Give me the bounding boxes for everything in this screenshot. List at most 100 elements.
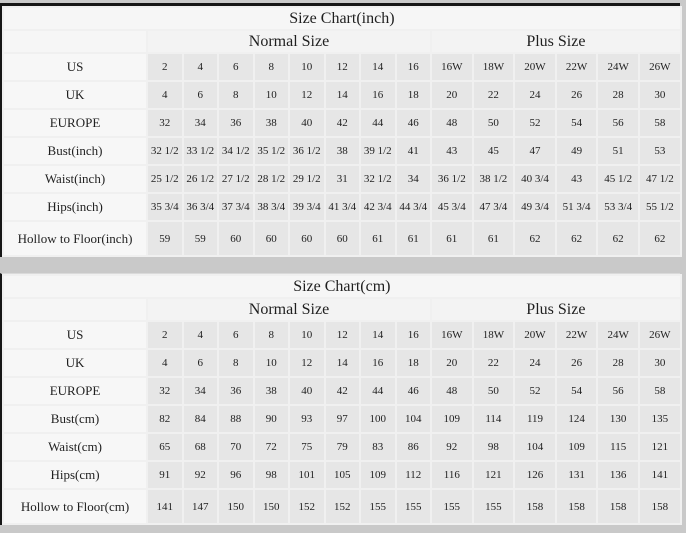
size-value-cell: 62 xyxy=(598,222,638,255)
size-value-cell: 152 xyxy=(290,490,324,523)
size-value-cell: 22 xyxy=(473,350,514,376)
row-label: US xyxy=(4,54,146,80)
size-value-cell: 104 xyxy=(515,434,555,460)
size-value-cell: 32 xyxy=(148,378,182,404)
size-value-cell: 72 xyxy=(254,434,288,460)
size-value-cell: 58 xyxy=(639,110,680,136)
size-value-cell: 124 xyxy=(556,406,597,432)
size-value-cell: 155 xyxy=(473,490,514,523)
size-value-cell: 38 xyxy=(254,110,288,136)
size-value-cell: 109 xyxy=(361,462,395,488)
size-value-cell: 158 xyxy=(639,490,680,523)
size-value-cell: 47 1/2 xyxy=(639,166,680,192)
corner-cell xyxy=(4,299,146,320)
size-value-cell: 147 xyxy=(183,490,217,523)
size-value-cell: 18 xyxy=(396,82,430,108)
size-value-cell: 32 1/2 xyxy=(361,166,395,192)
size-value-cell: 75 xyxy=(290,434,324,460)
row-label: Waist(inch) xyxy=(4,166,146,192)
size-value-cell: 42 xyxy=(325,110,359,136)
size-value-cell: 92 xyxy=(183,462,217,488)
row-label: Bust(inch) xyxy=(4,138,146,164)
size-value-cell: 44 xyxy=(361,378,395,404)
size-value-cell: 10 xyxy=(290,322,324,348)
size-value-cell: 50 xyxy=(473,378,514,404)
size-value-cell: 8 xyxy=(254,54,288,80)
size-value-cell: 25 1/2 xyxy=(148,166,182,192)
size-value-cell: 83 xyxy=(361,434,395,460)
size-value-cell: 130 xyxy=(598,406,638,432)
size-value-cell: 40 xyxy=(290,110,324,136)
size-value-cell: 46 xyxy=(396,110,430,136)
size-value-cell: 30 xyxy=(639,82,680,108)
size-value-cell: 58 xyxy=(639,378,680,404)
size-value-cell: 65 xyxy=(148,434,182,460)
size-value-cell: 141 xyxy=(148,490,182,523)
size-value-cell: 20W xyxy=(515,322,555,348)
size-value-cell: 36 3/4 xyxy=(183,194,217,220)
size-value-cell: 61 xyxy=(432,222,472,255)
size-value-cell: 6 xyxy=(183,350,217,376)
size-row: Bust(cm) 82 84 88 90 93 97 100 104 109 114 119 124 13… xyxy=(4,406,680,432)
size-value-cell: 115 xyxy=(598,434,638,460)
size-value-cell: 37 3/4 xyxy=(219,194,253,220)
group-header-row: Normal Size Plus Size xyxy=(4,299,680,320)
row-label: EUROPE xyxy=(4,110,146,136)
group-header-row: Normal Size Plus Size xyxy=(4,31,680,52)
size-value-cell: 32 xyxy=(148,110,182,136)
size-value-cell: 36 xyxy=(219,110,253,136)
size-value-cell: 28 xyxy=(598,350,638,376)
size-value-cell: 155 xyxy=(432,490,472,523)
size-value-cell: 34 1/2 xyxy=(219,138,253,164)
size-value-cell: 62 xyxy=(515,222,555,255)
row-label: UK xyxy=(4,82,146,108)
size-value-cell: 82 xyxy=(148,406,182,432)
size-value-cell: 20 xyxy=(432,82,472,108)
size-value-cell: 155 xyxy=(396,490,430,523)
row-label: Hollow to Floor(cm) xyxy=(4,490,146,523)
size-value-cell: 16W xyxy=(432,322,472,348)
size-value-cell: 16 xyxy=(396,54,430,80)
size-row: Hips(inch) 35 3/4 36 3/4 37 3/4 38 3/4 39 3/4… xyxy=(4,194,680,220)
size-value-cell: 55 1/2 xyxy=(639,194,680,220)
size-value-cell: 12 xyxy=(325,322,359,348)
size-value-cell: 35 1/2 xyxy=(254,138,288,164)
size-value-cell: 36 1/2 xyxy=(290,138,324,164)
size-row: Hollow to Floor(inch) 59 59 60 60 60 60 61 61 61 6… xyxy=(4,222,680,255)
size-row: UK 4 6 8 10 12 14 16 18 20 22 24 26 28 30 xyxy=(4,350,680,376)
size-value-cell: 43 xyxy=(556,166,597,192)
size-row: US 2 4 6 8 10 12 14 16 16W 18W 20W 22W 24W 26W xyxy=(4,322,680,348)
row-label: Waist(cm) xyxy=(4,434,146,460)
size-value-cell: 4 xyxy=(148,82,182,108)
size-value-cell: 31 xyxy=(325,166,359,192)
size-value-cell: 60 xyxy=(290,222,324,255)
row-label: US xyxy=(4,322,146,348)
size-value-cell: 16 xyxy=(396,322,430,348)
size-value-cell: 121 xyxy=(639,434,680,460)
size-value-cell: 88 xyxy=(219,406,253,432)
size-value-cell: 86 xyxy=(396,434,430,460)
size-value-cell: 84 xyxy=(183,406,217,432)
row-label: Hollow to Floor(inch) xyxy=(4,222,146,255)
size-value-cell: 45 xyxy=(473,138,514,164)
size-value-cell: 40 3/4 xyxy=(515,166,555,192)
size-value-cell: 90 xyxy=(254,406,288,432)
size-value-cell: 49 xyxy=(556,138,597,164)
size-value-cell: 36 xyxy=(219,378,253,404)
row-label: Hips(cm) xyxy=(4,462,146,488)
group-header-plus-size: Plus Size xyxy=(432,299,680,320)
size-row: Waist(inch) 25 1/2 26 1/2 27 1/2 28 1/2 29 1/… xyxy=(4,166,680,192)
size-value-cell: 32 1/2 xyxy=(148,138,182,164)
size-value-cell: 14 xyxy=(361,54,395,80)
size-value-cell: 10 xyxy=(254,350,288,376)
size-value-cell: 6 xyxy=(219,54,253,80)
size-value-cell: 22W xyxy=(556,322,597,348)
size-value-cell: 104 xyxy=(396,406,430,432)
size-value-cell: 38 xyxy=(254,378,288,404)
size-chart-cm: Size Chart(cm) Normal Size Plus Size US 2… xyxy=(0,273,682,525)
title-row: Size Chart(cm) xyxy=(4,276,680,297)
size-value-cell: 116 xyxy=(432,462,472,488)
title-row: Size Chart(inch) xyxy=(4,8,680,29)
size-row: EUROPE 32 34 36 38 40 42 44 46 48 50 52 54 56 58 xyxy=(4,378,680,404)
size-value-cell: 18 xyxy=(396,350,430,376)
